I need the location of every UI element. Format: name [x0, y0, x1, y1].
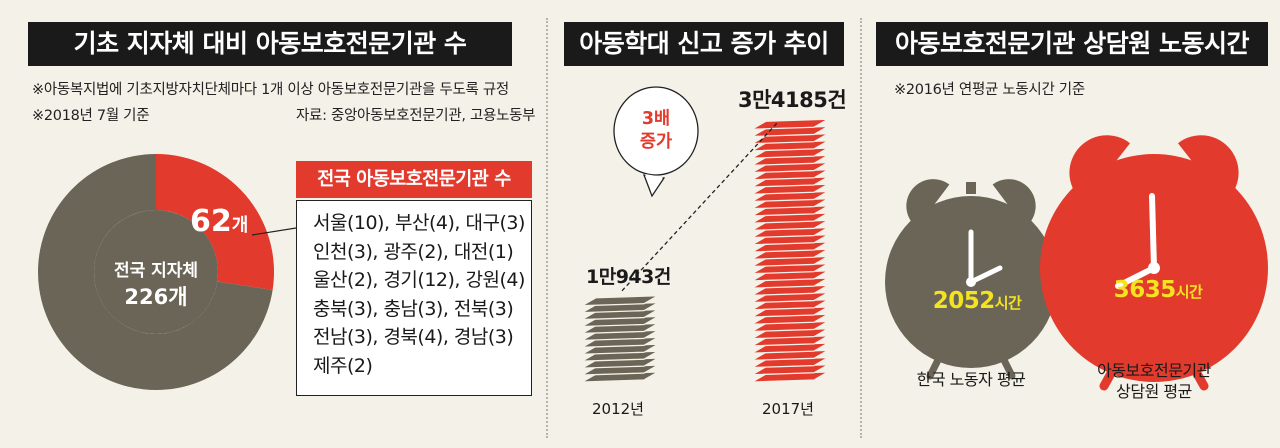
panel3-note: ※2016년 연평균 노동시간 기준	[894, 82, 1085, 98]
clock-icon-large	[1040, 135, 1268, 391]
clock1-label: 한국 노동자 평균	[916, 370, 1026, 389]
cities-box-title: 전국 아동보호전문기관 수	[296, 161, 532, 198]
donut-center-label: 전국 지자체	[113, 261, 199, 281]
city-line: 제주(2)	[313, 354, 373, 377]
clock2-label-line-1: 아동보호전문기관	[1097, 361, 1211, 380]
bubble	[613, 86, 699, 176]
panel1-note-date: ※2018년 7월 기준	[32, 108, 150, 124]
clocks	[885, 135, 1268, 391]
clock2-value: 3635시간	[1098, 277, 1218, 303]
donut-slice-others	[38, 154, 273, 391]
bubble-line-1: 3배	[641, 109, 671, 129]
bubble-text: 3배 증가	[624, 108, 688, 154]
panel-work-hours: 아동보호전문기관 상담원 노동시간 ※2016년 연평균 노동시간 기준	[866, 0, 1280, 448]
panel3-title: 아동보호전문기관 상담원 노동시간	[876, 22, 1268, 66]
callout-line	[251, 227, 297, 236]
cities-box: 서울(10), 부산(4), 대구(3) 인천(3), 광주(2), 대전(1)…	[296, 200, 532, 396]
clock-icon-small	[885, 179, 1057, 380]
paper-sheet	[581, 295, 659, 307]
year-label-2017: 2017년	[762, 400, 814, 418]
city-line: 인천(3), 광주(2), 대전(1)	[313, 240, 514, 263]
year-label-2012: 2012년	[592, 400, 644, 418]
panel-agency-count: 기초 지자체 대비 아동보호전문기관 수 ※아동복지법에 기초지방자치단체마다 …	[0, 0, 542, 448]
clock1-value: 2052시간	[922, 288, 1032, 314]
city-line: 울산(2), 경기(12), 강원(4)	[313, 269, 525, 292]
value-label-2012: 1만943건	[586, 266, 671, 288]
clock1-unit: 시간	[994, 294, 1022, 312]
paper-sheet	[751, 118, 829, 130]
value-label-2017: 3만4185건	[738, 88, 847, 112]
clock1-number: 2052	[932, 288, 996, 314]
donut-slice-agencies	[156, 154, 275, 290]
divider	[860, 18, 862, 438]
bubble-tail-cover	[645, 174, 663, 194]
clock2-label: 아동보호전문기관 상담원 평균	[1084, 360, 1224, 402]
city-line: 전남(3), 경북(4), 경남(3)	[313, 326, 514, 349]
panel-report-trend: 아동학대 신고 증가 추이 1만943건 3만4185건 3배 증가 2012년…	[552, 0, 856, 448]
donut-chart	[38, 154, 297, 391]
panel1-note-law: ※아동복지법에 기초지방자치단체마다 1개 이상 아동보호전문기관을 두도록 규…	[32, 82, 509, 98]
bar-2017	[751, 118, 829, 383]
city-line: 충북(3), 충남(3), 전북(3)	[313, 297, 514, 320]
slice-label-number: 62	[190, 204, 232, 239]
panel2-title: 아동학대 신고 증가 추이	[564, 22, 844, 66]
panel1-source: 자료: 중앙아동보호전문기관, 고용노동부	[296, 108, 536, 124]
donut-center-value: 226개	[124, 285, 188, 309]
clock2-number: 3635	[1113, 277, 1177, 303]
slice-label: 62개	[190, 204, 248, 239]
clock2-label-line-2: 상담원 평균	[1116, 382, 1192, 401]
stack-chart	[581, 86, 829, 383]
city-line: 서울(10), 부산(4), 대구(3)	[313, 212, 525, 234]
bubble-line-2: 증가	[639, 132, 673, 152]
donut-hole	[94, 210, 218, 334]
divider	[546, 18, 548, 438]
trend-dashed-line	[621, 121, 779, 292]
slice-label-unit: 개	[231, 215, 249, 236]
panel1-title: 기초 지자체 대비 아동보호전문기관 수	[28, 22, 512, 66]
clock2-unit: 시간	[1175, 283, 1203, 301]
bar-2012	[581, 295, 659, 383]
